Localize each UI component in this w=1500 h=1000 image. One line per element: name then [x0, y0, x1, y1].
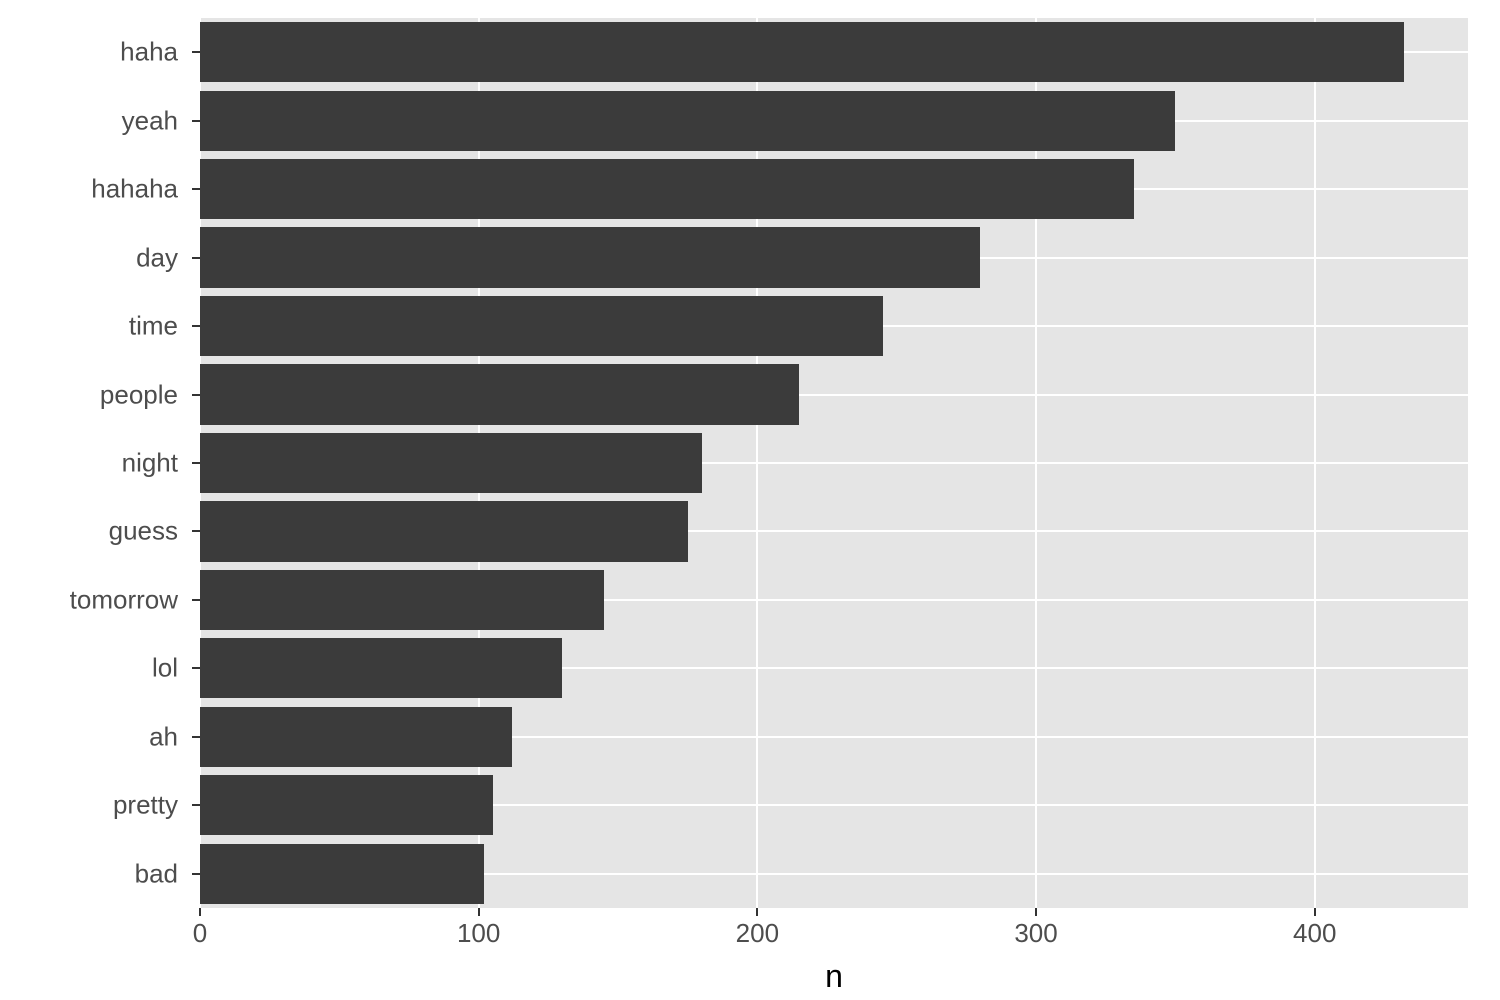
y-tick-mark	[192, 667, 200, 669]
y-tick-label: ah	[149, 721, 178, 752]
plot-panel	[200, 18, 1468, 908]
y-tick-label: haha	[120, 37, 178, 68]
y-tick-mark	[192, 394, 200, 396]
bar	[200, 570, 604, 630]
y-tick-label: lol	[152, 653, 178, 684]
x-tick-mark	[199, 908, 201, 916]
bar	[200, 844, 484, 904]
bar	[200, 501, 688, 561]
y-tick-mark	[192, 530, 200, 532]
bar	[200, 296, 883, 356]
bar	[200, 364, 799, 424]
bar	[200, 638, 562, 698]
x-axis-title: n	[825, 958, 843, 995]
x-tick-label: 0	[193, 918, 207, 949]
x-tick-label: 300	[1014, 918, 1057, 949]
y-tick-label: guess	[109, 516, 178, 547]
bar	[200, 159, 1134, 219]
y-tick-label: pretty	[113, 790, 178, 821]
y-tick-mark	[192, 804, 200, 806]
y-tick-mark	[192, 599, 200, 601]
bar	[200, 227, 980, 287]
y-tick-mark	[192, 462, 200, 464]
word-frequency-chart: haha yeah hahaha day time people night guess tom…	[0, 0, 1500, 1000]
bar	[200, 91, 1175, 151]
y-tick-label: time	[129, 311, 178, 342]
bar	[200, 775, 493, 835]
y-tick-label: night	[122, 448, 178, 479]
y-tick-label: yeah	[122, 105, 178, 136]
x-tick-mark	[1314, 908, 1316, 916]
y-tick-mark	[192, 188, 200, 190]
y-tick-label: tomorrow	[70, 584, 178, 615]
x-tick-label: 100	[457, 918, 500, 949]
y-tick-mark	[192, 325, 200, 327]
y-tick-mark	[192, 51, 200, 53]
x-tick-label: 200	[736, 918, 779, 949]
x-tick-label: 400	[1293, 918, 1336, 949]
y-tick-mark	[192, 120, 200, 122]
x-tick-mark	[1035, 908, 1037, 916]
y-tick-label: people	[100, 379, 178, 410]
y-tick-mark	[192, 736, 200, 738]
y-tick-label: bad	[135, 858, 178, 889]
y-tick-mark	[192, 257, 200, 259]
bar	[200, 433, 702, 493]
bar	[200, 22, 1404, 82]
y-tick-label: hahaha	[91, 174, 178, 205]
x-tick-mark	[478, 908, 480, 916]
y-tick-mark	[192, 873, 200, 875]
bar	[200, 707, 512, 767]
x-tick-mark	[756, 908, 758, 916]
y-tick-label: day	[136, 242, 178, 273]
